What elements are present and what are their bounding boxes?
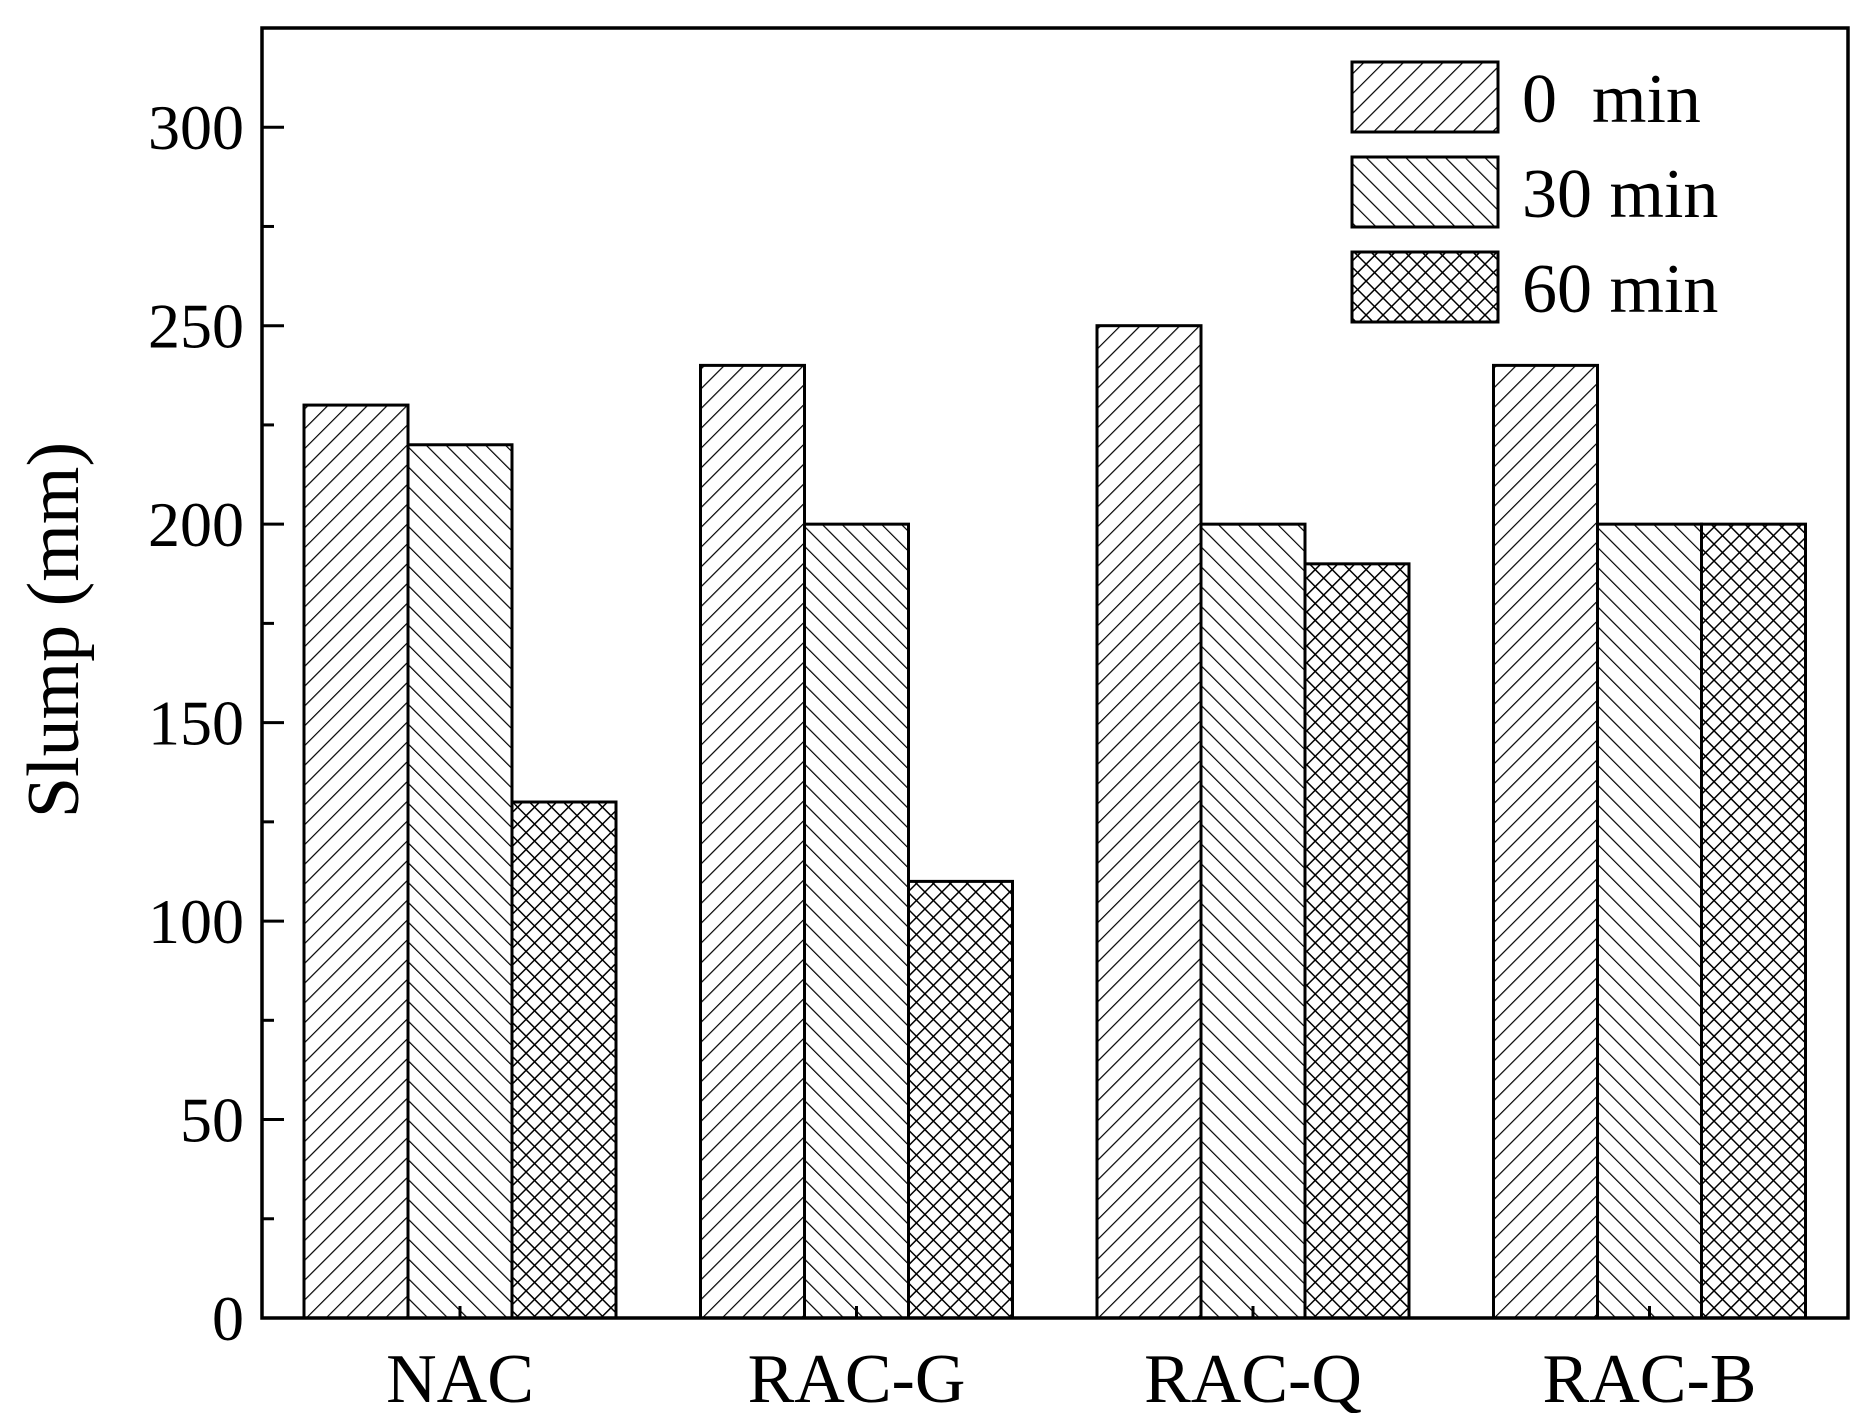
legend-swatch	[1350, 155, 1500, 229]
axes-frame	[260, 26, 1850, 1320]
bar-rac-b-series-0	[1492, 363, 1599, 1320]
y-tick-label: 50	[180, 1085, 244, 1156]
x-tick-label: RAC-B	[1543, 1341, 1757, 1413]
y-tick-label: 100	[148, 886, 244, 957]
bar-nac-series-2	[510, 800, 618, 1320]
bar-rac-b-series-2	[1700, 522, 1807, 1320]
plot-area: NAC RAC-G RAC-Q RAC-B 0 50 100 150 200 250 300	[148, 26, 1850, 1413]
bar-rac-g-series-1	[803, 522, 910, 1320]
legend-label: 60 min	[1522, 251, 1718, 328]
bar-nac-series-1	[406, 443, 514, 1320]
y-tick-label: 200	[148, 489, 244, 560]
bar-rac-b-series-1	[1596, 522, 1703, 1320]
legend: 0 min 30 min 60 min	[1350, 60, 1718, 328]
bar-nac-series-0	[302, 403, 410, 1320]
legend-swatch	[1350, 250, 1500, 324]
x-tick-label: RAC-Q	[1144, 1341, 1362, 1413]
y-axis-title: Slump (mm)	[13, 442, 95, 818]
bar-rac-g-series-0	[699, 363, 806, 1320]
y-tick-label: 250	[148, 291, 244, 362]
bar-rac-q-series-2	[1303, 562, 1411, 1320]
y-tick-label: 0	[212, 1283, 244, 1354]
y-tick-label: 300	[148, 92, 244, 163]
x-tick-label: NAC	[386, 1341, 534, 1413]
legend-label: 30 min	[1522, 156, 1718, 233]
y-tick-label: 150	[148, 688, 244, 759]
legend-swatch	[1350, 60, 1500, 134]
y-axis-title-group: Slump (mm)	[13, 442, 95, 818]
legend-label: 0 min	[1522, 61, 1701, 138]
bar-rac-g-series-2	[907, 879, 1014, 1320]
x-tick-label: RAC-G	[748, 1341, 966, 1413]
bar-rac-q-series-1	[1199, 522, 1307, 1320]
bar-rac-q-series-0	[1095, 324, 1203, 1320]
